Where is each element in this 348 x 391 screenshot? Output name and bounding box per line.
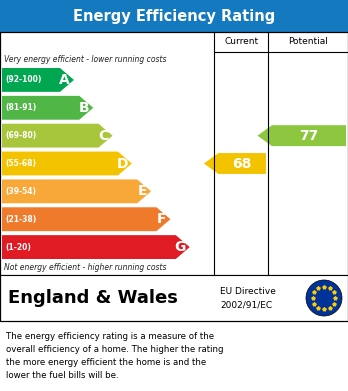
Text: (92-100): (92-100) xyxy=(5,75,41,84)
Text: (21-38): (21-38) xyxy=(5,215,36,224)
Polygon shape xyxy=(258,125,346,146)
Text: 77: 77 xyxy=(299,129,319,143)
Polygon shape xyxy=(2,152,132,176)
Text: E: E xyxy=(137,185,147,198)
Text: C: C xyxy=(98,129,109,143)
Text: England & Wales: England & Wales xyxy=(8,289,178,307)
Text: (39-54): (39-54) xyxy=(5,187,36,196)
Text: Potential: Potential xyxy=(288,38,328,47)
Bar xyxy=(0,32,348,321)
Text: D: D xyxy=(116,156,128,170)
Text: (55-68): (55-68) xyxy=(5,159,36,168)
Text: Energy Efficiency Rating: Energy Efficiency Rating xyxy=(73,9,275,23)
Text: (69-80): (69-80) xyxy=(5,131,36,140)
Polygon shape xyxy=(2,235,190,259)
Polygon shape xyxy=(2,96,93,120)
Circle shape xyxy=(306,280,342,316)
Text: Not energy efficient - higher running costs: Not energy efficient - higher running co… xyxy=(4,264,166,273)
Polygon shape xyxy=(2,68,74,92)
Text: Very energy efficient - lower running costs: Very energy efficient - lower running co… xyxy=(4,54,166,63)
Text: G: G xyxy=(174,240,186,254)
Text: 2002/91/EC: 2002/91/EC xyxy=(220,300,272,309)
Bar xyxy=(0,275,348,321)
Text: Current: Current xyxy=(224,38,258,47)
Polygon shape xyxy=(2,124,112,147)
Text: The energy efficiency rating is a measure of the
overall efficiency of a home. T: The energy efficiency rating is a measur… xyxy=(6,332,223,380)
Text: B: B xyxy=(79,101,89,115)
Polygon shape xyxy=(2,179,151,203)
Text: 68: 68 xyxy=(232,156,252,170)
Text: F: F xyxy=(157,212,166,226)
Polygon shape xyxy=(204,153,266,174)
Bar xyxy=(0,32,348,275)
Text: (1-20): (1-20) xyxy=(5,242,31,251)
Text: A: A xyxy=(59,73,70,87)
Bar xyxy=(0,0,348,32)
Text: EU Directive: EU Directive xyxy=(220,287,276,296)
Text: (81-91): (81-91) xyxy=(5,103,36,112)
Polygon shape xyxy=(2,207,171,231)
